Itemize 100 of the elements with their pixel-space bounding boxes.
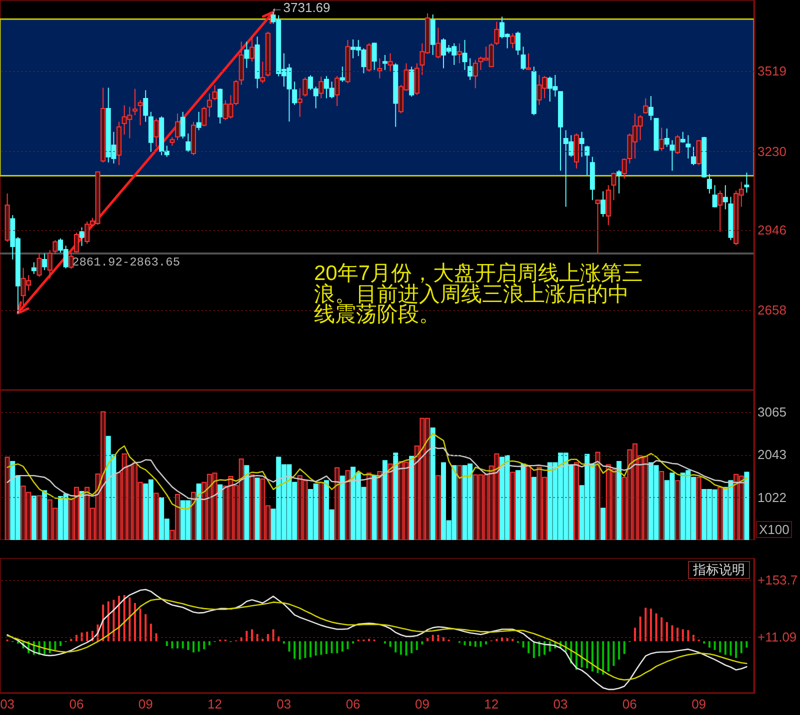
bar: [256, 634, 258, 642]
bar: [208, 641, 210, 646]
bar: [538, 641, 540, 656]
bar: [735, 641, 738, 658]
bar: [591, 641, 594, 672]
candlestick: [260, 61, 266, 84]
bar: [288, 641, 290, 652]
bar: [192, 641, 194, 652]
bar: [54, 641, 56, 650]
x-tick-label: 12: [208, 696, 222, 712]
bar: [394, 641, 397, 652]
bar: [79, 491, 84, 540]
y-tick-label: +153.7: [758, 572, 798, 588]
bar: [325, 641, 328, 654]
bar: [531, 476, 536, 540]
candlestick: [520, 46, 526, 70]
bar: [246, 630, 248, 642]
candlestick: [372, 42, 377, 70]
bar: [730, 641, 732, 656]
candlestick: [722, 184, 728, 210]
candlestick: [196, 111, 202, 131]
bar: [171, 641, 174, 648]
candlestick: [334, 76, 340, 107]
line-series: [6, 598, 748, 681]
candlestick: [318, 76, 324, 99]
bar: [660, 617, 663, 642]
bar: [506, 638, 508, 642]
bar: [719, 641, 722, 652]
bar: [526, 466, 532, 540]
bar: [31, 496, 36, 540]
bar: [389, 641, 392, 647]
candlestick: [744, 172, 750, 194]
candlestick: [643, 98, 648, 114]
bar: [382, 460, 388, 540]
bar: [616, 460, 622, 540]
bar: [421, 641, 424, 644]
candlestick: [706, 174, 712, 194]
bar: [671, 625, 674, 642]
bar: [4, 456, 10, 540]
bar: [334, 467, 340, 540]
y-tick-label: +11.09: [758, 629, 797, 644]
bar: [426, 638, 429, 642]
candlestick: [600, 190, 606, 218]
candlestick: [206, 93, 212, 118]
candlestick: [718, 190, 723, 232]
candlestick: [616, 170, 622, 194]
bar: [416, 641, 418, 650]
bar: [532, 641, 535, 658]
bar: [544, 641, 546, 655]
candlestick: [180, 111, 186, 140]
candlestick: [250, 36, 254, 62]
bar: [655, 613, 658, 642]
bar: [442, 637, 444, 642]
x-tick-label: 06: [622, 696, 637, 712]
candlestick: [622, 158, 627, 179]
line-series: [6, 588, 748, 690]
bar: [190, 492, 196, 540]
candlestick: [302, 76, 308, 98]
bar: [400, 641, 402, 655]
candlestick: [74, 232, 79, 253]
bar: [682, 629, 684, 642]
bar: [42, 490, 48, 540]
bar: [80, 632, 83, 642]
candlestick: [526, 52, 532, 70]
bar: [341, 641, 344, 652]
bar: [86, 632, 88, 642]
bar: [244, 465, 250, 540]
candlestick: [42, 252, 48, 271]
y-tick-label: 1022: [758, 490, 786, 505]
candlestick: [691, 146, 696, 166]
line-series: [6, 432, 748, 510]
ref-line-label: 2861.92-2863.65: [72, 255, 180, 270]
candlestick: [494, 21, 500, 46]
y-tick-label: 3519: [758, 64, 786, 79]
candlestick: [686, 134, 691, 159]
candlestick: [79, 226, 84, 246]
bar: [586, 641, 588, 668]
bar: [469, 641, 472, 646]
candlestick: [595, 200, 600, 254]
bar: [182, 641, 184, 648]
bar: [352, 641, 354, 644]
bar: [410, 641, 413, 654]
bar: [330, 641, 333, 654]
y-tick-label: 3065: [758, 404, 786, 420]
y-tick-label: 2658: [758, 302, 786, 318]
bar: [123, 595, 126, 642]
bar: [744, 472, 750, 540]
candlestick: [510, 32, 516, 49]
bar: [298, 641, 301, 660]
bar: [187, 641, 190, 650]
bar: [528, 641, 530, 654]
bar: [675, 480, 680, 540]
bar: [644, 608, 647, 642]
x-tick-label: 03: [553, 696, 568, 712]
bar: [320, 641, 322, 655]
bar: [388, 463, 393, 540]
candlestick: [468, 58, 473, 80]
y-axis-title: X100: [756, 521, 792, 538]
x-tick-label: 06: [69, 696, 84, 712]
candlestick: [244, 41, 250, 69]
